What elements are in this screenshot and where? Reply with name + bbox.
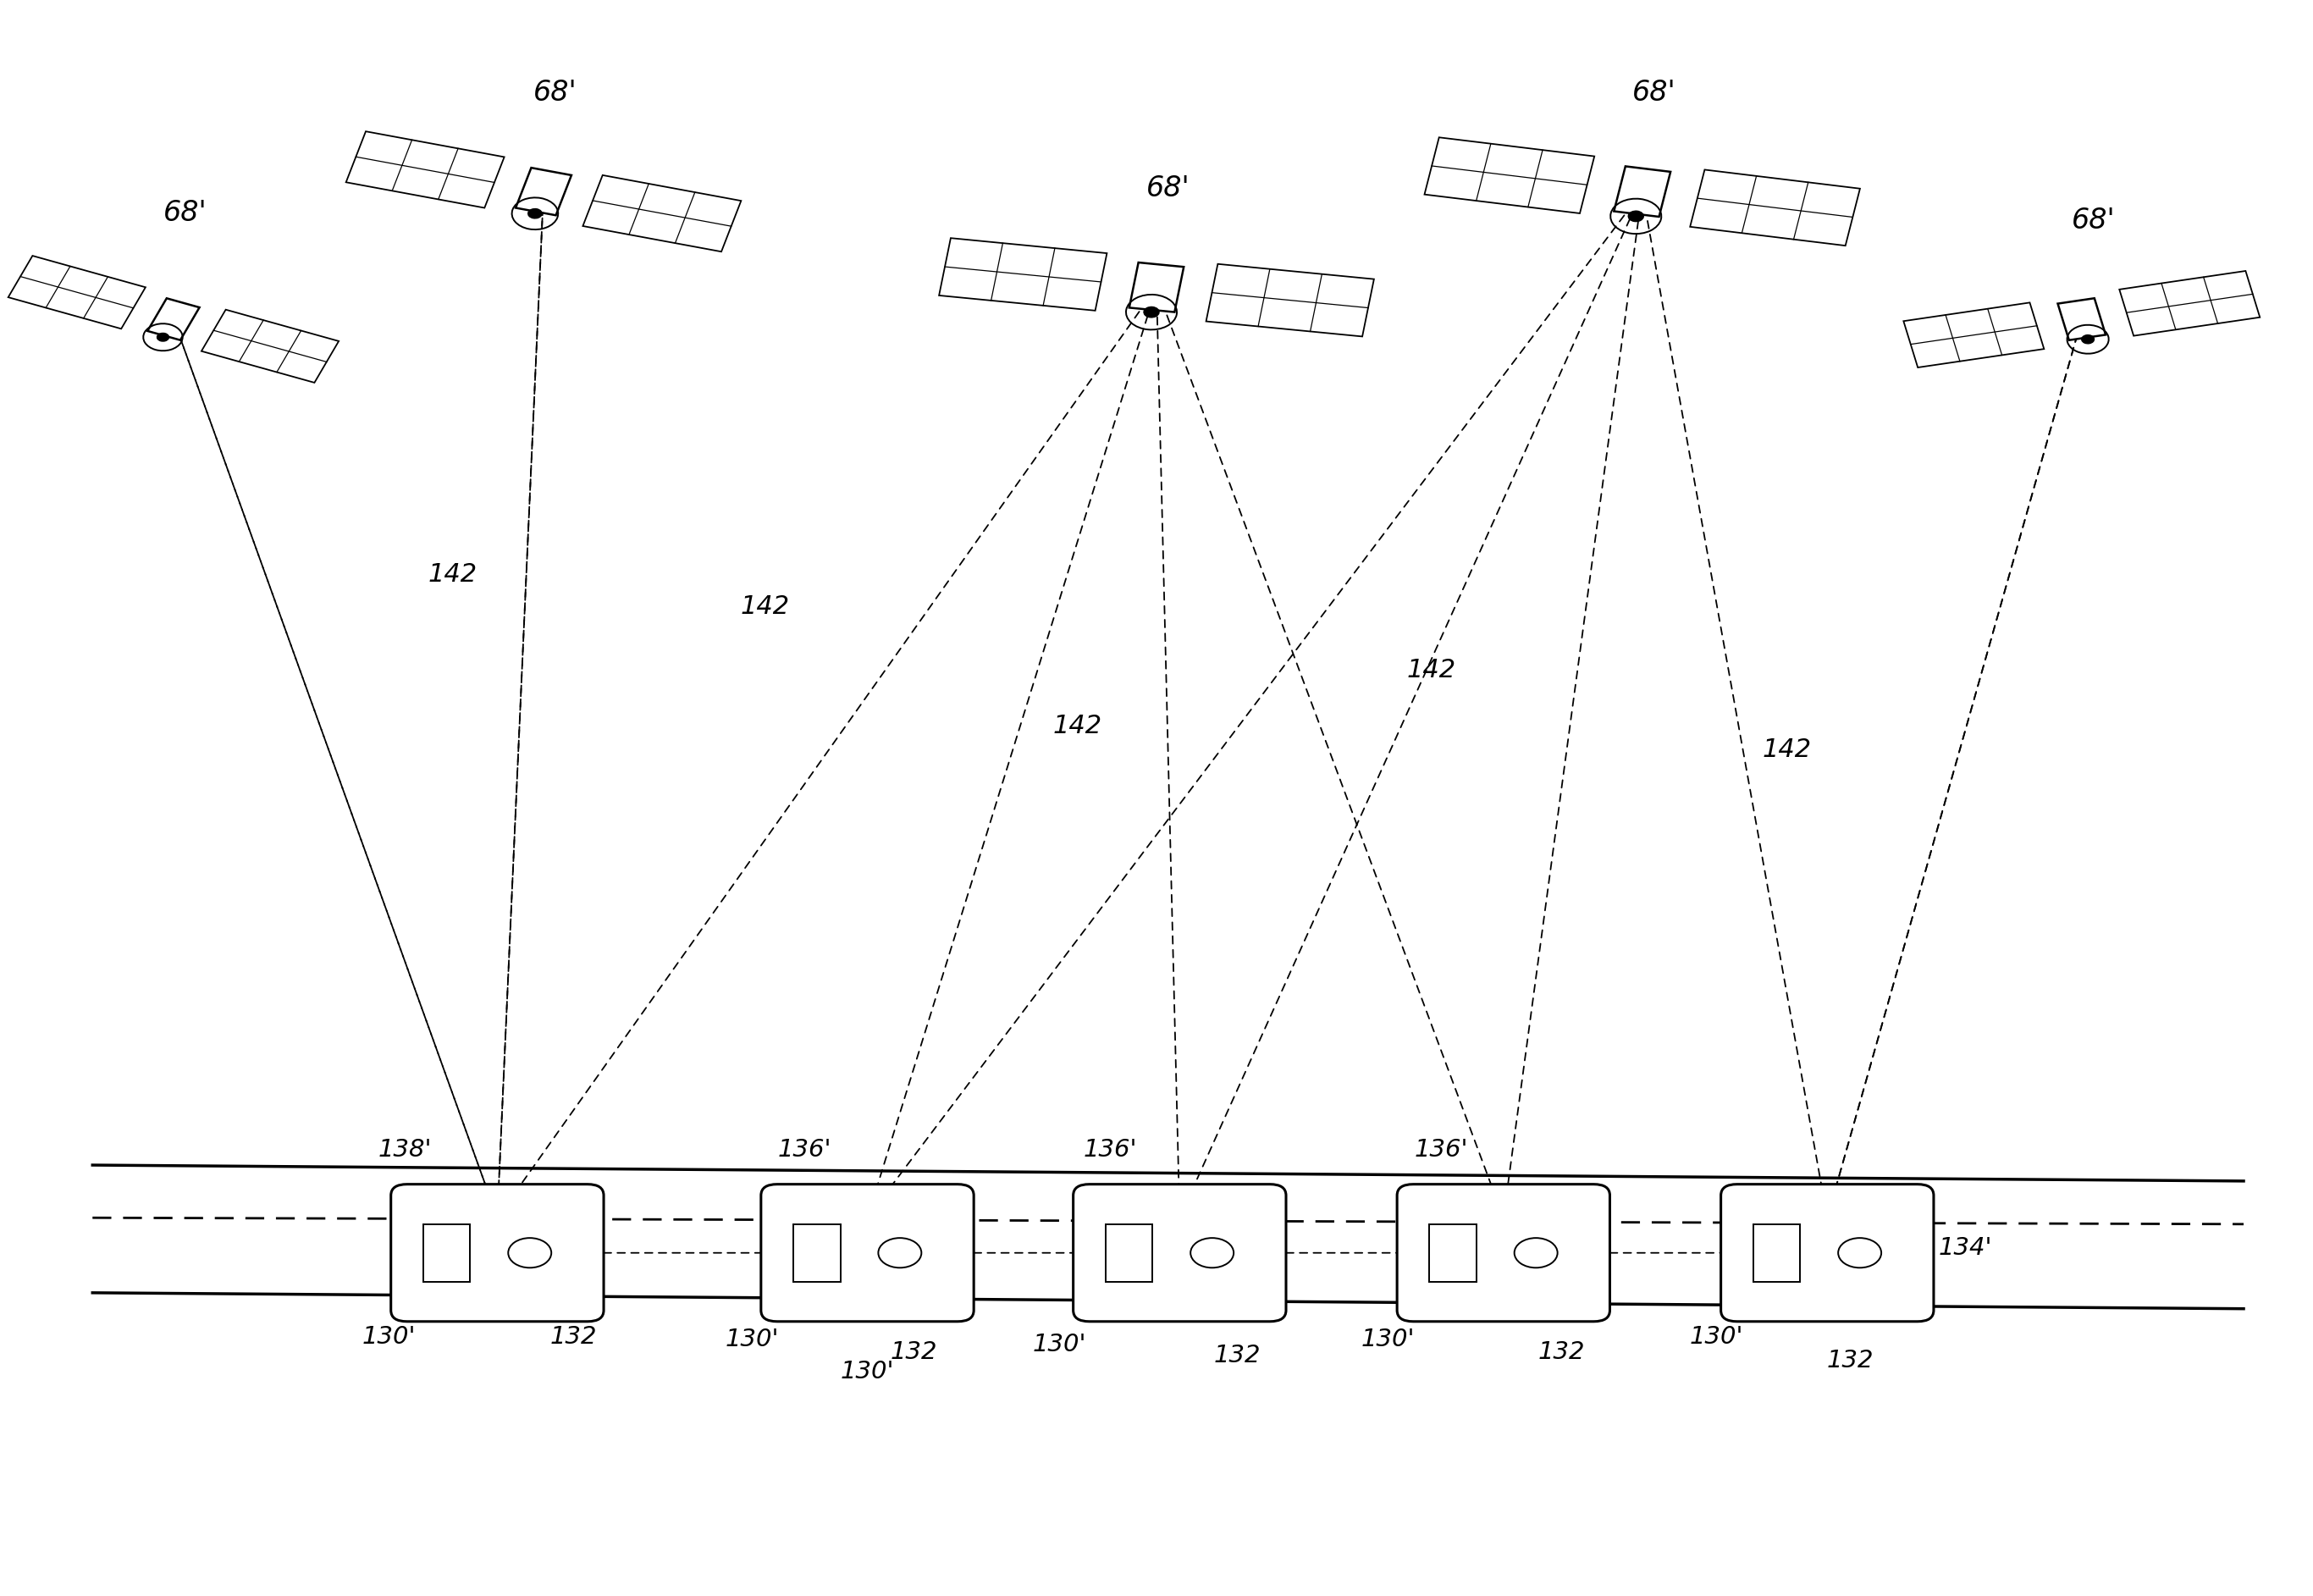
Text: 142: 142 [1763, 737, 1811, 763]
Text: 138': 138' [377, 1138, 433, 1162]
Text: 132: 132 [1827, 1349, 1874, 1373]
Text: 68': 68' [1633, 78, 1675, 107]
Bar [2059, 298, 2105, 340]
FancyBboxPatch shape [1073, 1184, 1286, 1321]
Bar [583, 176, 740, 252]
Text: 130': 130' [724, 1328, 779, 1352]
Text: 132: 132 [1538, 1341, 1584, 1365]
FancyBboxPatch shape [761, 1184, 974, 1321]
Bar [423, 1224, 470, 1282]
Text: 142: 142 [428, 562, 476, 587]
Text: 136': 136' [1413, 1138, 1469, 1162]
FancyBboxPatch shape [1397, 1184, 1610, 1321]
Bar [516, 168, 571, 215]
Bar [1205, 263, 1374, 337]
Text: 136': 136' [1082, 1138, 1138, 1162]
FancyBboxPatch shape [391, 1184, 604, 1321]
Circle shape [527, 209, 541, 219]
Bar [1106, 1224, 1152, 1282]
Text: 142: 142 [1406, 658, 1455, 683]
Bar [1429, 1224, 1476, 1282]
Bar [2119, 271, 2260, 335]
Circle shape [1628, 211, 1645, 222]
Text: 132: 132 [550, 1325, 597, 1349]
Text: 68': 68' [2072, 206, 2114, 235]
Text: 68': 68' [164, 198, 206, 227]
Circle shape [157, 334, 169, 342]
Bar [347, 131, 504, 207]
Bar [1425, 137, 1594, 214]
Bar [1904, 303, 2045, 367]
Text: 68': 68' [1147, 174, 1189, 203]
Text: 136': 136' [777, 1138, 833, 1162]
Bar [939, 238, 1108, 311]
Text: 68': 68' [534, 78, 576, 107]
Circle shape [2082, 335, 2093, 343]
Text: 130': 130' [1032, 1333, 1087, 1357]
Bar [148, 298, 199, 340]
FancyBboxPatch shape [1721, 1184, 1934, 1321]
Bar [1129, 262, 1184, 313]
Text: 132: 132 [1214, 1344, 1261, 1368]
Text: 130': 130' [361, 1325, 416, 1349]
Bar [1753, 1224, 1800, 1282]
Bar [1691, 169, 1860, 246]
Text: 130': 130' [1360, 1328, 1416, 1352]
Text: 130': 130' [840, 1360, 895, 1384]
Bar [9, 255, 146, 329]
Text: 132: 132 [891, 1341, 937, 1365]
Text: 130': 130' [1688, 1325, 1744, 1349]
Bar [1614, 166, 1670, 217]
Circle shape [1145, 306, 1159, 318]
Text: 142: 142 [740, 594, 789, 619]
Text: 134': 134' [1938, 1237, 1991, 1259]
Text: 142: 142 [1052, 713, 1101, 739]
Bar [201, 310, 338, 383]
Bar [793, 1224, 840, 1282]
